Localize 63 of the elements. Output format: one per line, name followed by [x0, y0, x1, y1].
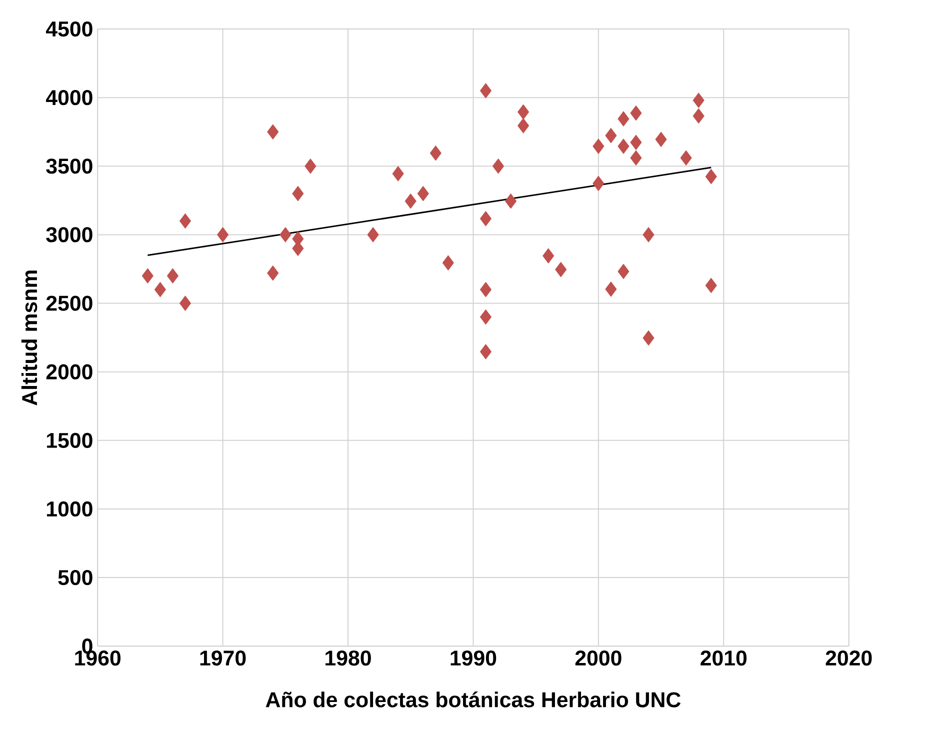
- point: [705, 168, 717, 184]
- point: [304, 158, 316, 174]
- point: [404, 194, 416, 209]
- point: [442, 255, 454, 271]
- point: [154, 282, 166, 298]
- point: [280, 227, 292, 242]
- point: [642, 227, 654, 242]
- point: [504, 194, 517, 209]
- point: [367, 227, 379, 242]
- point: [216, 227, 229, 242]
- point: [480, 344, 492, 360]
- point: [705, 278, 717, 294]
- y-tick-label: 2000: [46, 364, 92, 380]
- point: [680, 150, 692, 166]
- y-tick-label: 3500: [46, 158, 92, 174]
- y-tick-label: 3000: [46, 227, 92, 242]
- y-tick-label: 4500: [46, 22, 92, 37]
- point: [480, 282, 492, 298]
- point: [618, 264, 630, 280]
- point: [630, 134, 642, 150]
- y-tick-label: 1000: [46, 502, 92, 517]
- x-tick-label: 1990: [450, 650, 496, 666]
- point: [480, 83, 492, 98]
- point: [492, 158, 504, 174]
- x-tick-label: 2010: [700, 650, 747, 666]
- point: [166, 268, 179, 284]
- point: [392, 166, 404, 182]
- point: [430, 146, 442, 161]
- x-tick-label: 1980: [326, 650, 371, 666]
- point: [605, 282, 617, 297]
- point: [292, 186, 304, 202]
- point: [480, 309, 492, 325]
- point: [592, 176, 604, 192]
- point: [605, 128, 617, 144]
- x-tick-label: 2000: [575, 650, 622, 666]
- x-tick-label: 1970: [200, 650, 246, 666]
- point: [542, 248, 554, 264]
- point: [630, 105, 642, 121]
- point: [618, 138, 630, 154]
- y-axis-title: Altitud msnm: [21, 270, 38, 406]
- point: [592, 138, 604, 154]
- point: [642, 330, 654, 346]
- point: [517, 118, 530, 134]
- point: [142, 268, 154, 284]
- point: [517, 104, 530, 120]
- point: [692, 108, 704, 124]
- point: [692, 92, 704, 108]
- point: [555, 262, 567, 278]
- point: [618, 111, 630, 127]
- point: [179, 213, 192, 229]
- point: [267, 266, 279, 281]
- x-tick-label: 2020: [826, 650, 872, 666]
- y-tick-label: 1500: [46, 432, 92, 448]
- y-tick-label: 2500: [46, 296, 92, 311]
- y-tick-label: 4000: [46, 90, 92, 106]
- point: [655, 132, 667, 148]
- point: [417, 186, 429, 202]
- x-axis-title: Año de colectas botánicas Herbario UNC: [266, 692, 681, 708]
- y-tick-label: 500: [58, 570, 92, 586]
- point: [630, 150, 642, 166]
- point: [480, 211, 492, 226]
- point: [179, 296, 192, 312]
- point: [267, 124, 279, 140]
